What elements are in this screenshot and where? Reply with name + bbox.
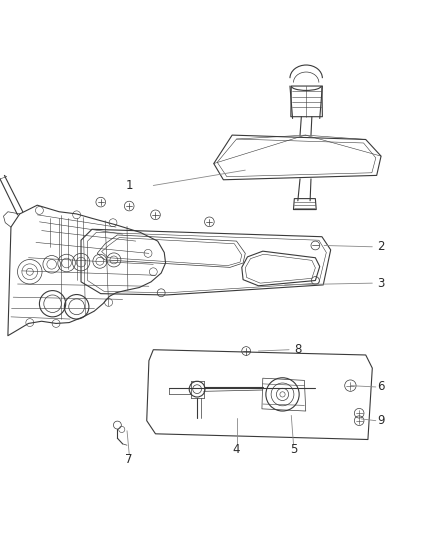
Text: 2: 2: [377, 240, 385, 253]
Text: 3: 3: [378, 277, 385, 289]
Text: 5: 5: [290, 443, 297, 456]
Text: 9: 9: [377, 414, 385, 427]
Text: 8: 8: [294, 343, 301, 356]
Text: 4: 4: [233, 443, 240, 456]
Text: 6: 6: [377, 381, 385, 393]
Text: 1: 1: [125, 179, 133, 192]
Text: 7: 7: [125, 453, 133, 466]
